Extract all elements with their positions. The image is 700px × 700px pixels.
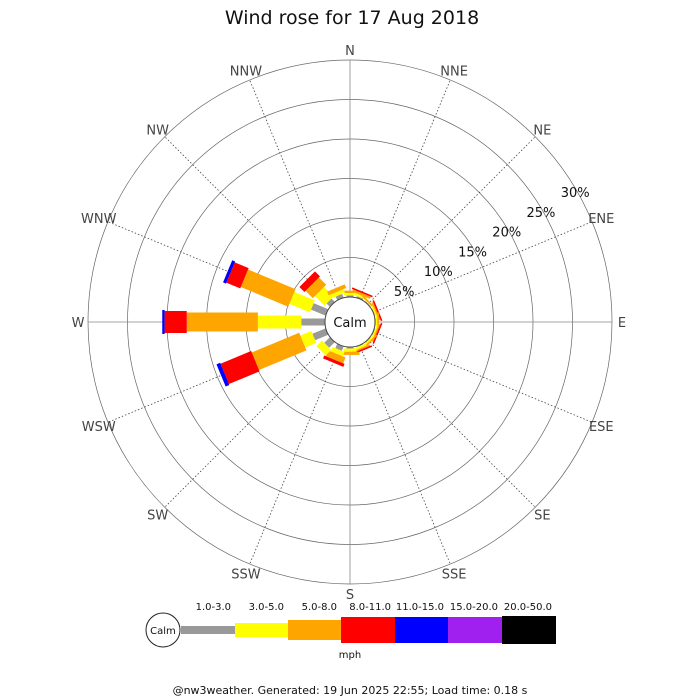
rose-bar-nne-2 — [352, 289, 371, 299]
ring-label: 20% — [492, 226, 521, 241]
rose-bar-wsw-1 — [300, 331, 317, 348]
legend-swatch-1 — [235, 623, 288, 637]
grid-spoke — [359, 344, 451, 565]
direction-label-n: N — [345, 44, 355, 59]
direction-label-wsw: WSW — [82, 420, 116, 435]
legend-bin-label: 15.0-20.0 — [450, 602, 498, 613]
ring-label: 25% — [527, 206, 556, 221]
direction-label-ssw: SSW — [231, 567, 261, 582]
rose-bar-ene-1 — [371, 305, 378, 319]
direction-labels: N NNE NE ENE E ESE SE SSE S SSW SW WSW W WNW NW NNW — [72, 44, 627, 603]
polar-grid — [87, 59, 613, 585]
rose-bar-wsw-4 — [216, 362, 230, 387]
rose-bar-sw-1 — [316, 340, 332, 356]
rose-bar-wnw-1 — [289, 291, 315, 313]
rose-bar-sse-2 — [351, 344, 371, 354]
grid-spoke — [164, 339, 333, 508]
rose-bar-wnw-3 — [226, 262, 249, 289]
rose-bar-ssw-0 — [335, 343, 344, 351]
direction-label-sse: SSE — [442, 567, 467, 582]
grid-spoke — [367, 339, 536, 508]
speed-legend: Calm 1.0-3.0 3.0-5.0 5.0-8.0 8.0-11.0 11.0-15… — [145, 602, 556, 661]
rose-bar-wsw-2 — [251, 332, 307, 370]
rose-bar-ese-1 — [371, 325, 378, 339]
rose-bar-ne-2 — [362, 295, 377, 310]
direction-label-sw: SW — [147, 508, 168, 523]
rose-bar-se-1 — [363, 335, 374, 346]
calm-circle: Calm — [324, 296, 376, 348]
chart-title: Wind rose for 17 Aug 2018 — [225, 7, 479, 29]
direction-label-se: SE — [534, 508, 550, 523]
rose-bar-nnw-1 — [331, 289, 345, 298]
rose-bar-wsw-0 — [312, 328, 329, 341]
rose-bar-ene-2 — [371, 302, 381, 321]
rose-bar-nne-3 — [351, 287, 373, 298]
legend-swatch-5 — [448, 617, 502, 643]
legend-swatch-4 — [395, 617, 448, 643]
legend-swatch-3 — [341, 617, 395, 643]
rose-bar-ese-2 — [371, 323, 381, 342]
rose-bar-nw-0 — [326, 298, 335, 307]
grid-spoke — [249, 344, 341, 565]
ring-label: 10% — [424, 265, 453, 280]
grid-spoke — [372, 221, 593, 313]
direction-label-ene: ENE — [588, 212, 614, 227]
direction-label-wnw: WNW — [81, 212, 117, 227]
legend-calm-circle — [145, 612, 181, 648]
rose-bar-nnw-2 — [327, 284, 347, 296]
grid-spoke — [372, 331, 593, 423]
rose-bar-nw-3 — [299, 271, 320, 292]
rose-bar-ssw-2 — [325, 350, 346, 364]
rose-bar-wsw-3 — [220, 351, 260, 385]
rose-bar-nne-1 — [354, 292, 368, 300]
direction-label-e: E — [618, 316, 626, 331]
rose-bar-nw-1 — [314, 286, 334, 306]
grid-spoke — [359, 79, 451, 300]
legend-bin-label: 5.0-8.0 — [302, 602, 337, 613]
rose-bar-se-2 — [362, 334, 378, 350]
rose-bar-wnw-2 — [240, 269, 296, 307]
rose-bars — [162, 260, 383, 387]
legend-swatch-6 — [502, 616, 556, 644]
rose-bar-wnw-0 — [310, 303, 329, 316]
rose-bar-sw-0 — [324, 337, 335, 348]
direction-label-w: W — [72, 316, 85, 331]
legend-bin-label: 20.0-50.0 — [504, 602, 552, 613]
rose-bar-ese-3 — [372, 322, 383, 344]
rose-bar-wnw-4 — [223, 260, 236, 284]
legend-bin-label: 8.0-11.0 — [349, 602, 391, 613]
legend-swatch-0 — [181, 626, 235, 634]
direction-label-ese: ESE — [589, 420, 614, 435]
grid-spoke — [367, 136, 536, 305]
rose-bar-nnw-0 — [335, 293, 344, 301]
legend-swatch-2 — [288, 620, 341, 640]
rose-bar-ene-3 — [372, 300, 383, 322]
grid-spoke — [164, 136, 333, 305]
legend-bin-label: 11.0-15.0 — [396, 602, 444, 613]
legend-unit: mph — [339, 650, 361, 661]
calm-label: Calm — [333, 316, 366, 331]
legend-calm-label: Calm — [150, 626, 176, 637]
direction-label-ne: NE — [533, 124, 551, 139]
rose-bar-ne-1 — [363, 298, 374, 309]
footer-text: @nw3weather. Generated: 19 Jun 2025 22:5… — [173, 684, 528, 697]
rose-bar-nw-2 — [305, 277, 327, 299]
rose-bar-ssw-1 — [330, 346, 345, 357]
direction-label-nnw: NNW — [230, 65, 262, 80]
ring-label: 15% — [458, 245, 487, 260]
rose-bar-ssw-3 — [323, 355, 345, 367]
direction-label-nne: NNE — [440, 65, 468, 80]
ring-label: 30% — [561, 186, 590, 201]
rose-bar-sse-1 — [353, 343, 367, 351]
grid-spoke — [249, 79, 341, 300]
direction-label-nw: NW — [146, 124, 169, 139]
direction-label-s: S — [346, 588, 354, 603]
legend-bin-label: 3.0-5.0 — [249, 602, 284, 613]
legend-bin-label: 1.0-3.0 — [196, 602, 231, 613]
rose-bar-sse-3 — [351, 345, 373, 356]
ring-label: 5% — [394, 285, 415, 300]
ring-labels: 5% 10% 15% 20% 25% 30% — [394, 186, 590, 300]
